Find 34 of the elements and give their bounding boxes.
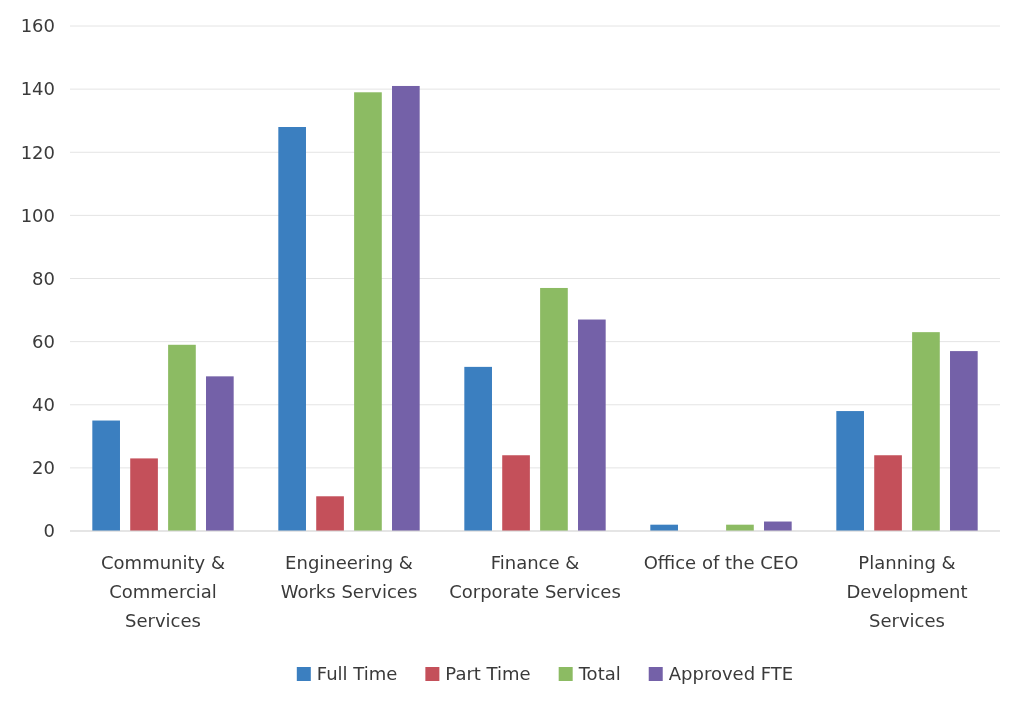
legend-label: Part Time	[445, 663, 531, 685]
bar	[206, 376, 234, 531]
y-tick-label: 60	[32, 330, 55, 352]
bar	[836, 411, 864, 531]
bar	[92, 420, 120, 531]
y-tick-label: 0	[43, 520, 55, 542]
y-tick-label: 140	[20, 78, 55, 100]
bar	[316, 496, 344, 531]
x-tick-label: Engineering & Works Services	[280, 552, 418, 602]
y-tick-label: 80	[32, 267, 55, 289]
bar	[950, 351, 978, 531]
legend-label: Total	[577, 663, 621, 685]
legend-label: Full Time	[316, 663, 398, 685]
y-tick-label: 160	[20, 15, 55, 37]
y-tick-label: 100	[20, 204, 55, 226]
bar	[540, 287, 568, 531]
y-tick-label: 120	[20, 141, 55, 163]
bar	[168, 344, 196, 531]
bar	[278, 127, 306, 531]
y-tick-label: 20	[32, 457, 55, 479]
bar	[874, 455, 902, 531]
bar	[354, 92, 382, 531]
bar	[130, 458, 158, 531]
bar	[912, 332, 940, 531]
x-tick-label: Office of the CEO	[643, 552, 799, 573]
y-tick-label: 40	[32, 394, 55, 416]
bar	[578, 319, 606, 531]
bar	[464, 366, 492, 531]
x-tick-label: Community & Commercial Services	[101, 552, 225, 631]
bar	[502, 455, 530, 531]
x-tick-label: Finance & Corporate Services	[449, 552, 621, 602]
bar	[392, 85, 420, 531]
x-tick-label: Planning & Development Services	[846, 552, 968, 631]
legend-label: Approved FTE	[668, 663, 794, 685]
